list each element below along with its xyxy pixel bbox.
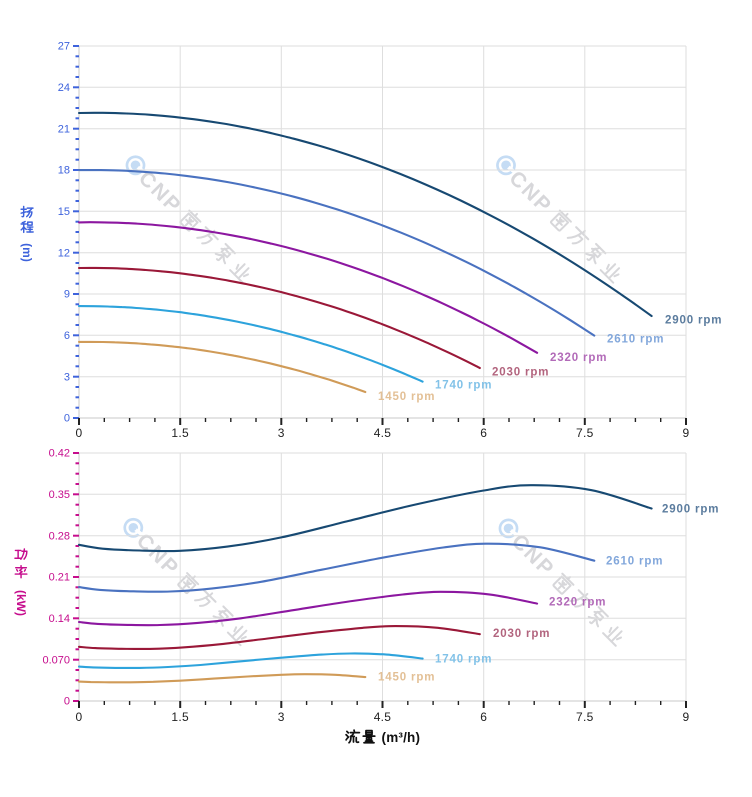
svg-text:0.42: 0.42	[49, 448, 70, 460]
svg-text:6: 6	[64, 330, 70, 342]
svg-text:(kW): (kW)	[14, 590, 28, 616]
svg-text:2900 rpm: 2900 rpm	[665, 315, 722, 327]
svg-text:0.21: 0.21	[49, 572, 70, 584]
svg-text:2030 rpm: 2030 rpm	[492, 367, 549, 379]
svg-text:1.5: 1.5	[171, 426, 189, 440]
svg-text:15: 15	[58, 206, 70, 218]
svg-text:2030 rpm: 2030 rpm	[493, 628, 550, 640]
svg-text:4.5: 4.5	[374, 710, 392, 724]
svg-text:12: 12	[58, 247, 70, 259]
svg-text:0.14: 0.14	[49, 613, 70, 625]
svg-text:7.5: 7.5	[576, 426, 594, 440]
svg-text:21: 21	[58, 123, 70, 135]
svg-text:1450 rpm: 1450 rpm	[378, 672, 435, 684]
svg-text:3: 3	[278, 710, 285, 724]
svg-text:3: 3	[64, 371, 70, 383]
svg-text:0: 0	[76, 426, 83, 440]
svg-text:4.5: 4.5	[374, 426, 392, 440]
svg-text:27: 27	[58, 41, 70, 53]
svg-text:1.5: 1.5	[171, 710, 189, 724]
svg-text:(m): (m)	[20, 243, 34, 262]
svg-text:0: 0	[64, 696, 70, 708]
svg-text:0.28: 0.28	[49, 530, 70, 542]
svg-text:2900 rpm: 2900 rpm	[662, 504, 719, 516]
svg-text:(m³/h): (m³/h)	[382, 730, 421, 745]
svg-text:2320 rpm: 2320 rpm	[549, 597, 606, 609]
svg-text:2320 rpm: 2320 rpm	[550, 352, 607, 364]
svg-text:3: 3	[278, 426, 285, 440]
svg-text:1740 rpm: 1740 rpm	[435, 380, 492, 392]
svg-text:0: 0	[64, 413, 70, 425]
svg-text:0: 0	[76, 710, 83, 724]
svg-text:18: 18	[58, 165, 70, 177]
svg-text:9: 9	[683, 426, 690, 440]
svg-text:9: 9	[683, 710, 690, 724]
svg-text:0.35: 0.35	[49, 489, 70, 501]
svg-text:9: 9	[64, 289, 70, 301]
svg-text:0.070: 0.070	[42, 654, 70, 666]
svg-text:24: 24	[58, 82, 70, 94]
svg-text:7.5: 7.5	[576, 710, 594, 724]
svg-text:2610 rpm: 2610 rpm	[607, 334, 664, 346]
svg-text:1740 rpm: 1740 rpm	[435, 654, 492, 666]
svg-text:1450 rpm: 1450 rpm	[378, 391, 435, 403]
svg-text:2610 rpm: 2610 rpm	[606, 556, 663, 568]
svg-text:6: 6	[480, 426, 487, 440]
svg-text:6: 6	[480, 710, 487, 724]
